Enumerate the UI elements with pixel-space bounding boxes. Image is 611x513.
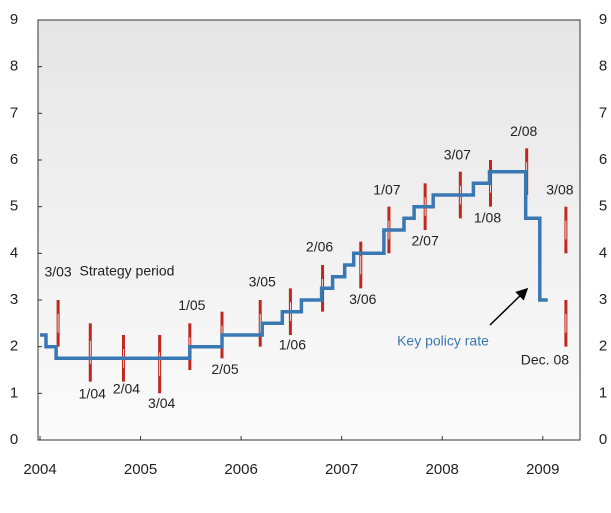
y2-tick-label: 5 [599, 198, 607, 215]
series-label: Key policy rate [397, 333, 489, 349]
y-tick-label: 9 [10, 11, 18, 28]
y2-tick-label: 6 [599, 151, 607, 168]
x-tick-label: 2008 [426, 461, 459, 478]
range-label: 3/05 [249, 274, 276, 290]
step-line [40, 169, 548, 361]
y-tick-label: 1 [10, 384, 18, 401]
y-tick-label: 5 [10, 198, 18, 215]
range-label: 2/07 [412, 233, 439, 249]
range-label: 3/04 [148, 395, 175, 411]
range-label: 1/08 [474, 209, 501, 225]
y-tick-label: 2 [10, 338, 18, 355]
arrow [489, 287, 529, 326]
x-tick-label: 2009 [526, 461, 559, 478]
y2-tick-label: 9 [599, 11, 607, 28]
y-tick-label: 4 [10, 244, 18, 261]
x-tick-label: 2006 [224, 461, 257, 478]
y-tick-label: 3 [10, 291, 18, 308]
range-label: 3/08 [546, 181, 573, 197]
y2-tick-label: 8 [599, 58, 607, 75]
plot-area [37, 19, 581, 441]
y2-tick-label: 1 [599, 384, 607, 401]
range-label: 1/07 [373, 181, 400, 197]
range-label: 3/07 [444, 146, 471, 162]
y2-tick-label: 4 [599, 244, 607, 261]
y-tick-label: 0 [10, 431, 18, 448]
range-label: 1/05 [178, 297, 205, 313]
x-tick-label: 2005 [124, 461, 157, 478]
range-label: 2/04 [113, 380, 140, 396]
range-label: 2/06 [306, 239, 333, 255]
range-label: 2/08 [510, 123, 537, 139]
x-tick-label: 2007 [325, 461, 358, 478]
annotation: Strategy period [80, 263, 175, 279]
y2-tick-label: 2 [599, 338, 607, 355]
x-tick-label: 2004 [23, 461, 56, 478]
range-label: 3/06 [349, 291, 376, 307]
range-label: 1/06 [279, 337, 306, 353]
range-label: 2/05 [211, 361, 238, 377]
y-tick-label: 8 [10, 58, 18, 75]
range-label: Dec. 08 [521, 351, 569, 367]
y-tick-label: 7 [10, 104, 18, 121]
y2-tick-label: 7 [599, 104, 607, 121]
range-label: 1/04 [79, 385, 106, 401]
y-tick-label: 6 [10, 151, 18, 168]
y2-tick-label: 3 [599, 291, 607, 308]
range-label: 3/03 [44, 264, 71, 280]
y2-tick-label: 0 [599, 431, 607, 448]
